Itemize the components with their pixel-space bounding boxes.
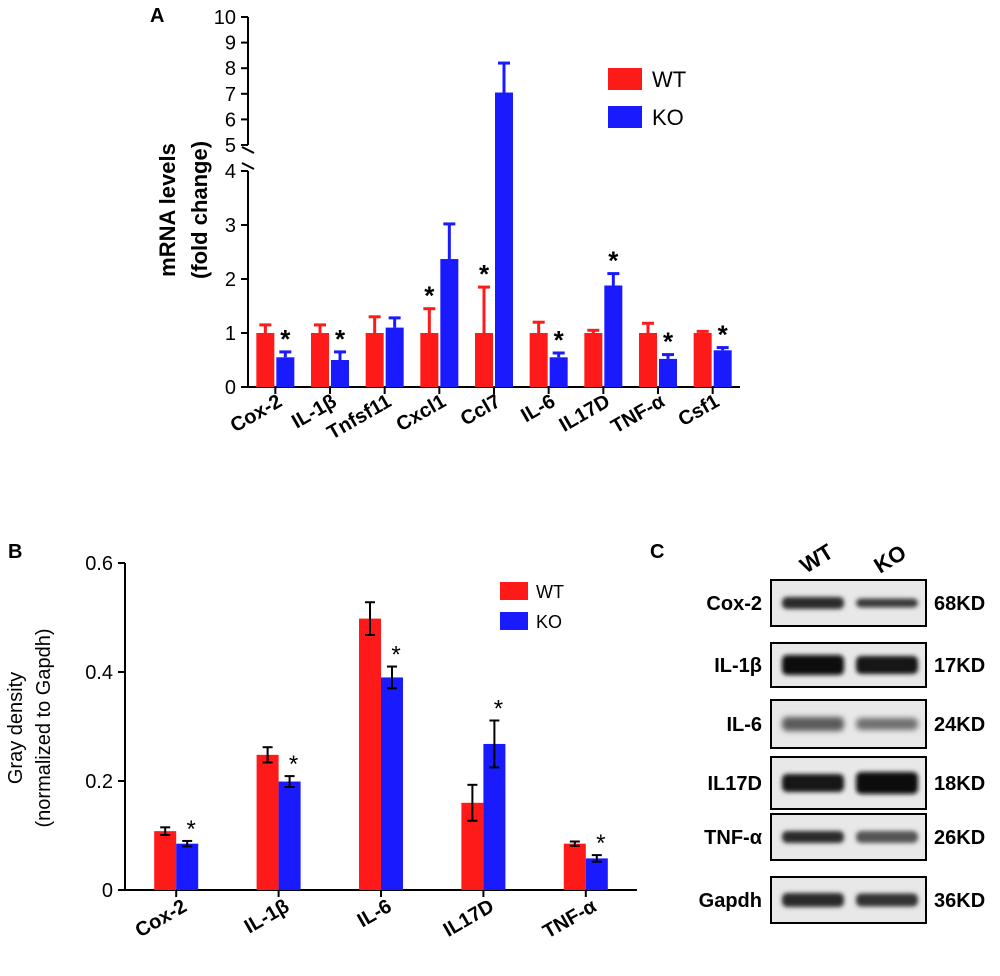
x-tick-label-a: Cxcl1 <box>393 390 450 436</box>
x-tick-label-a: Ccl7 <box>457 390 505 430</box>
bar-a-wt <box>639 333 657 387</box>
y-tick-label-a: 0 <box>225 377 236 399</box>
legend-a-ko-label: KO <box>652 105 684 130</box>
bar-a-ko <box>549 357 568 387</box>
bar-a-wt <box>584 333 603 387</box>
significance-star-a: * <box>663 327 674 357</box>
bar-a-ko <box>659 358 677 387</box>
significance-star-a: * <box>554 325 565 355</box>
bar-a-wt <box>420 333 439 387</box>
bar-a-wt <box>529 333 548 387</box>
ylabel-a-line2: (fold change) <box>187 141 212 279</box>
bar-a-ko <box>713 350 732 387</box>
legend-a: WT KO <box>608 67 686 130</box>
y-tick-label-a: 8 <box>225 58 236 80</box>
y-tick-label-a: 1 <box>225 323 236 345</box>
x-tick-label-a: IL17D <box>556 390 614 436</box>
bar-a-ko <box>276 357 295 387</box>
significance-star-a: * <box>335 324 346 354</box>
y-tick-label-a: 3 <box>225 215 236 237</box>
y-tick-label-a: 5 <box>225 135 236 157</box>
bar-a-wt <box>693 333 712 387</box>
y-tick-label-a: 6 <box>225 109 236 131</box>
significance-star-a: * <box>608 246 619 276</box>
bar-a-ko <box>495 92 513 388</box>
x-tick-label-a: TNF-α <box>607 390 669 438</box>
y-tick-label-a: 9 <box>225 33 236 55</box>
bar-a-wt <box>311 333 329 387</box>
significance-star-a: * <box>424 281 435 311</box>
legend-a-ko-swatch <box>608 106 642 128</box>
bar-a-ko <box>604 285 623 387</box>
bar-a-ko <box>440 259 459 387</box>
legend-a-wt-swatch <box>608 68 642 90</box>
significance-star-a: * <box>718 320 729 350</box>
legend-a-wt-label: WT <box>652 67 686 92</box>
bar-a-ko <box>331 360 349 387</box>
axis-break-mark <box>241 146 255 154</box>
significance-star-a: * <box>479 259 490 289</box>
x-tick-label-a: Csf1 <box>675 390 724 431</box>
y-tick-label-a: 2 <box>225 269 236 291</box>
bar-a-wt <box>475 333 493 387</box>
significance-star-a: * <box>280 324 291 354</box>
bar-a-ko <box>385 327 404 387</box>
x-tick-label-a: IL-6 <box>517 390 559 427</box>
panel-label-a: A <box>150 5 164 27</box>
ylabel-a-line1: mRNA levels <box>155 143 180 277</box>
y-tick-label-a: 10 <box>214 7 236 29</box>
y-tick-label-a: 4 <box>225 161 236 183</box>
bar-a-wt <box>365 333 384 387</box>
bar-a-wt <box>256 333 275 387</box>
y-tick-label-a: 7 <box>225 84 236 106</box>
x-tick-label-a: Tnfsf11 <box>324 390 396 444</box>
axis-break-mark <box>241 162 255 170</box>
